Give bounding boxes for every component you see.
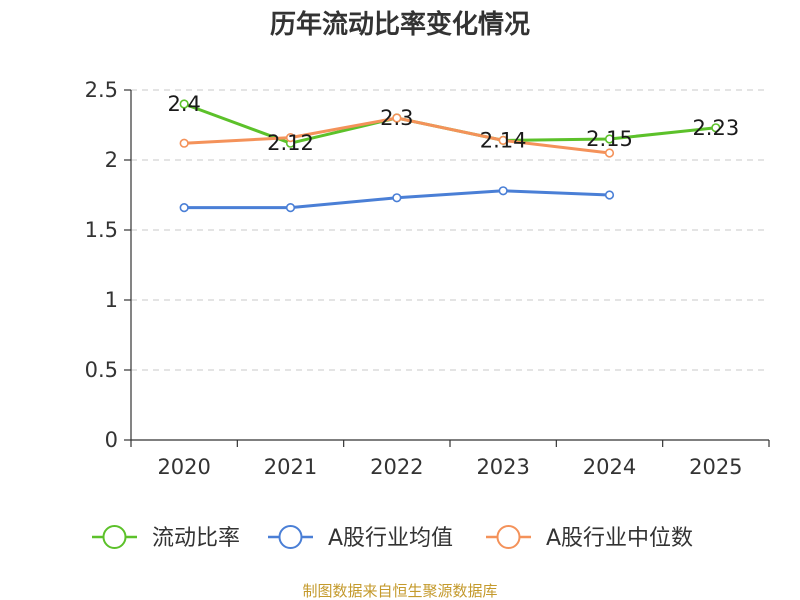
x-tick-label: 2025	[689, 455, 742, 479]
data-label: 2.12	[267, 131, 314, 155]
data-label: 2.15	[586, 127, 633, 151]
data-point	[604, 148, 615, 158]
legend-marker	[278, 525, 303, 549]
data-point	[498, 135, 508, 145]
data-label: 2.23	[692, 116, 739, 140]
legend-label: A股行业均值	[328, 526, 453, 551]
y-tick-label: 0.5	[85, 358, 118, 382]
y-tick-label: 1	[105, 288, 118, 312]
data-point	[179, 203, 189, 213]
legend-label: 流动比率	[152, 526, 240, 551]
data-point	[604, 190, 615, 200]
data-point	[392, 193, 402, 203]
data-point	[285, 133, 296, 143]
y-tick-label: 2	[105, 148, 118, 172]
x-tick-label: 2021	[264, 455, 317, 479]
axes: 0 0.5 1 1.5 2 2.5 2020 2021 2022 2023 2024 2025	[85, 78, 770, 479]
data-point	[604, 134, 615, 144]
data-label: 2.4	[167, 92, 200, 116]
series-layer	[179, 99, 721, 213]
data-label: 2.14	[480, 128, 527, 152]
legend: 流动比率 A股行业均值 A股行业中位数	[92, 525, 693, 551]
data-point	[711, 123, 721, 133]
data-point	[179, 99, 189, 109]
series-line	[182, 102, 718, 145]
x-tick-label: 2020	[157, 455, 210, 479]
legend-label: A股行业中位数	[546, 526, 693, 551]
legend-marker	[496, 525, 521, 549]
data-point	[179, 138, 189, 148]
y-tick-label: 0	[105, 428, 118, 452]
data-point	[498, 186, 508, 196]
x-tick-label: 2023	[476, 455, 529, 479]
x-tick-label: 2022	[370, 455, 423, 479]
data-labels: 2.4 2.12 2.3 2.14 2.15 2.23	[167, 92, 739, 155]
chart-title: 历年流动比率变化情况	[270, 9, 530, 40]
data-point	[285, 203, 296, 213]
data-point	[392, 113, 402, 123]
legend-marker	[102, 525, 127, 549]
y-tick-label: 2.5	[85, 78, 118, 102]
data-label: 2.3	[380, 106, 413, 130]
source-note: 制图数据来自恒生聚源数据库	[302, 582, 497, 600]
x-tick-label: 2024	[583, 455, 636, 479]
y-tick-label: 1.5	[85, 218, 118, 242]
gridlines	[131, 89, 769, 371]
